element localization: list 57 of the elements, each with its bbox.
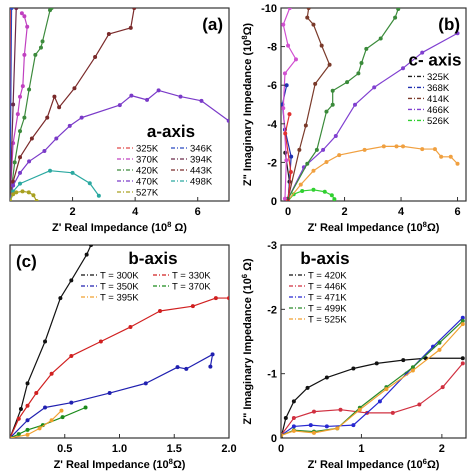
legend-label: 325K [427,72,450,83]
legend-title: b-axis [300,249,350,268]
x-axis-title: Z' Real Impedance (10$^{8}$ Ω) [52,220,188,234]
legend-label: T = 350K [100,282,140,292]
x-tick-label: 6 [454,206,461,218]
legend-label: 346K [190,144,213,154]
x-axis-title: Z' Real Impedance (10$^{8}$Ω) [54,456,186,471]
y-tick-label: -6 [267,80,277,92]
x-tick-label: 2 [438,443,445,455]
legend-title: b-axis [128,249,178,268]
x-tick-label: 2 [341,206,348,218]
y-tick-label: -4 [267,118,278,131]
x-tick-label: 1 [358,443,364,455]
legend-label: 498K [190,176,213,188]
legend-label: 394K [190,154,213,166]
x-tick-label: 4 [398,206,405,218]
y-tick-label: -8 [267,42,277,54]
x-tick-label: 2.0 [221,443,237,455]
x-tick-label: 1.5 [166,443,182,455]
x-tick-label: 0.5 [57,443,72,455]
legend-label: T = 395K [100,292,140,304]
legend-label: T = 370K [172,282,212,292]
legend-label: 526K [427,116,450,127]
annotation: (c) [16,252,37,271]
legend-label: T = 499K [308,304,348,314]
x-tick-label: 4 [132,206,140,218]
y-tick-label: -2 [267,157,277,170]
legend-label: 443K [190,166,213,176]
legend-label: 370K [136,154,159,166]
legend-label: 466K [427,104,450,116]
legend-label: T = 330K [172,270,212,282]
legend-label: T = 525K [308,314,348,326]
x-tick-label: 2 [70,206,76,218]
legend-label: 527K [136,188,159,198]
legend-label: T = 471K [308,292,348,304]
legend-label: 325K [136,144,159,154]
legend-label: 414K [427,94,450,105]
y-tick-label: -10 [261,3,277,15]
x-tick-label: 0 [285,206,292,218]
legend-label: 470K [136,176,159,188]
y-tick-label: 0 [270,433,277,445]
x-tick-label: 6 [194,206,201,218]
x-axis-title: Z' Real Impedance (10$^{6}$Ω) [308,456,440,471]
legend-title: a-axis [146,122,196,141]
annotation: (a) [202,15,223,34]
y-tick-label: 0 [270,196,277,208]
y-tick-label: -2 [267,304,277,316]
legend-label: T = 300K [100,270,140,282]
legend-label: T = 446K [308,282,348,292]
legend-label: 420K [136,166,159,176]
x-tick-label: 1.0 [112,443,128,455]
y-tick-label: -3 [267,240,277,252]
annotation: (b) [438,15,460,34]
x-axis-title: Z' Real Impedance (10$^{8}$Ω) [308,220,440,234]
legend-label: 368K [427,82,450,94]
legend-label: T = 420K [308,270,348,282]
y-tick-label: -1 [267,368,277,381]
